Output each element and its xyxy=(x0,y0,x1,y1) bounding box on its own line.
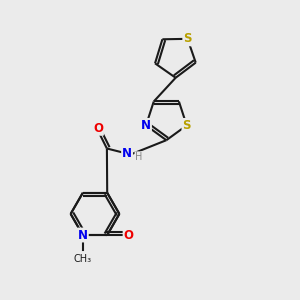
Text: CH₃: CH₃ xyxy=(74,254,92,264)
Text: S: S xyxy=(182,119,191,132)
Text: N: N xyxy=(78,229,88,242)
Text: N: N xyxy=(141,119,151,132)
Text: H: H xyxy=(135,152,142,162)
Text: O: O xyxy=(124,229,134,242)
Text: O: O xyxy=(93,122,103,135)
Text: N: N xyxy=(122,147,132,160)
Text: S: S xyxy=(183,32,192,45)
